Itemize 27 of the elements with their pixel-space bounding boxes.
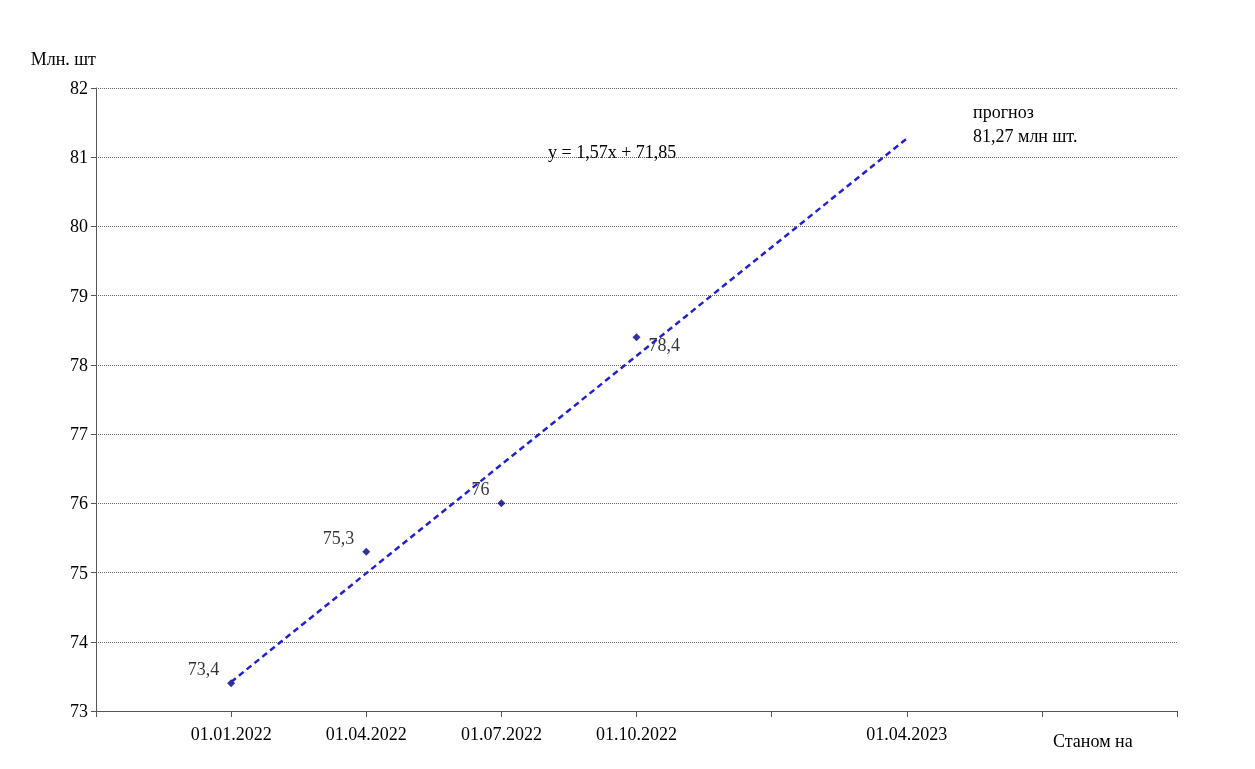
x-tick-label: 01.04.2023 [866,724,948,744]
y-tick-label: 81 [70,147,88,168]
y-tick-label: 76 [70,493,88,514]
y-tick-label: 77 [70,424,88,445]
x-tick-label: 01.04.2022 [325,724,407,744]
x-tick-label: 01.07.2022 [460,724,542,744]
annotation: y = 1,57x + 71,85 [548,142,677,162]
data-label: 73,4 [187,659,220,680]
point [632,333,641,342]
y-tick-label: 74 [70,631,88,652]
data-label: 75,3 [322,527,355,548]
point [497,499,506,508]
y-axis-title: Млн. шт [30,49,97,69]
x-tick-label: 01.01.2022 [190,724,272,744]
data-label: 76 [471,479,490,500]
text: Станом на [1053,731,1133,751]
y-tick-label: 80 [70,216,88,237]
y-tick-label: 78 [70,354,88,375]
y-tick-label: 82 [70,78,88,98]
y-tick-label: 73 [70,701,88,721]
y-tick-label: 79 [70,285,88,306]
y-tick-label: 75 [70,562,88,583]
data-label: 78,4 [648,335,680,356]
x-tick-label: 01.10.2022 [596,724,677,744]
annotation: прогноз 81,27 млн шт. [973,102,1078,146]
point [362,547,371,556]
point [227,679,236,688]
